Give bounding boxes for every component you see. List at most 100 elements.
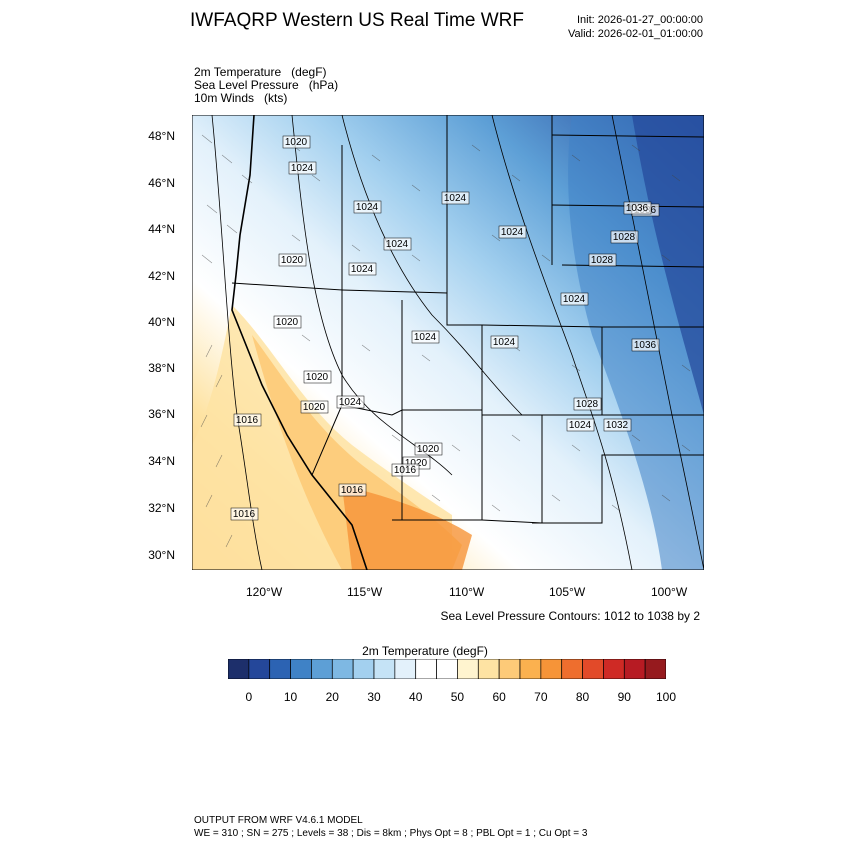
- svg-text:1036: 1036: [634, 340, 657, 351]
- pressure-labels: 1020 1024 1024 1024 1024 1024 1024 1036 1028 1028…: [230, 135, 660, 521]
- svg-text:1020: 1020: [417, 444, 440, 455]
- lat-label: 36°N: [148, 407, 175, 421]
- pressure-label: 1020: [273, 315, 302, 329]
- colorbar-swatch: [311, 659, 333, 679]
- colorbar-label: 80: [575, 690, 590, 704]
- svg-text:1020: 1020: [285, 137, 308, 148]
- lat-label: 48°N: [148, 129, 175, 143]
- model-info: OUTPUT FROM WRF V4.6.1 MODEL: [194, 815, 363, 826]
- colorbar-label: 30: [367, 690, 381, 704]
- svg-text:1024: 1024: [493, 337, 516, 348]
- colorbar-label: 60: [492, 690, 506, 704]
- pressure-label: 1024: [560, 292, 589, 306]
- colorbar-swatch: [457, 659, 479, 679]
- lat-label: 34°N: [148, 454, 175, 468]
- svg-text:1024: 1024: [351, 264, 374, 275]
- svg-text:1024: 1024: [339, 397, 362, 408]
- slp-caption: Sea Level Pressure Contours: 1012 to 103…: [440, 609, 701, 623]
- lat-label: 44°N: [148, 222, 175, 236]
- svg-text:1020: 1020: [405, 458, 428, 469]
- isobars: [211, 115, 704, 570]
- pressure-label: 1024: [336, 395, 365, 409]
- colorbar-swatch: [644, 659, 666, 679]
- init-time: Init: 2026-01-27_00:00:00: [577, 14, 703, 26]
- colorbar-swatch: [394, 659, 417, 679]
- colorbar: [228, 659, 666, 679]
- pressure-label: 1024: [441, 191, 470, 205]
- svg-text:1032: 1032: [606, 420, 629, 431]
- svg-text:1024: 1024: [569, 420, 592, 431]
- colorbar-title: 2m Temperature (degF): [362, 644, 488, 658]
- svg-text:1020: 1020: [281, 255, 304, 266]
- lon-label: 105°W: [549, 585, 586, 599]
- pressure-label: 1016: [233, 413, 262, 427]
- colorbar-swatch: [540, 659, 563, 679]
- svg-text:1028: 1028: [591, 255, 614, 266]
- colorbar-label: 0: [245, 690, 253, 704]
- colorbar-swatch: [269, 659, 291, 679]
- colorbar-swatch: [373, 659, 396, 679]
- map-title: IWFAQRP Western US Real Time WRF: [190, 10, 524, 31]
- svg-text:1024: 1024: [414, 332, 437, 343]
- svg-text:1020: 1020: [276, 317, 299, 328]
- field-label-winds: 10m Winds (kts): [194, 91, 288, 105]
- pressure-label: 1032: [603, 418, 632, 432]
- colorbar-swatch: [331, 659, 354, 679]
- pressure-label: 1024: [348, 262, 377, 276]
- colorbar-swatch: [248, 659, 271, 679]
- temperature-map: 1020 1024 1024 1024 1024 1024 1024 1036 1028 1028…: [192, 115, 704, 570]
- coldest-region: [632, 115, 704, 415]
- pressure-label: 1024: [498, 225, 527, 239]
- pressure-label: 1020: [303, 370, 332, 384]
- wind-barbs: [200, 134, 691, 548]
- svg-text:1028: 1028: [613, 232, 636, 243]
- pressure-label: 1024: [411, 330, 440, 344]
- colorbar-swatch: [519, 659, 542, 679]
- colorbar-swatch: [623, 659, 646, 679]
- lon-label: 110°W: [449, 585, 485, 599]
- lon-label: 120°W: [246, 585, 283, 599]
- colorbar-swatch: [477, 659, 500, 679]
- colorbar-label: 10: [283, 690, 298, 704]
- svg-text:1024: 1024: [501, 227, 524, 238]
- pressure-label: 1020: [282, 135, 311, 149]
- lat-label: 46°N: [148, 176, 175, 190]
- lat-label: 38°N: [148, 361, 175, 375]
- pressure-label: 1024: [383, 237, 412, 251]
- lat-label: 30°N: [148, 548, 175, 562]
- svg-text:1024: 1024: [356, 202, 379, 213]
- pressure-label: 1028: [610, 230, 639, 244]
- pressure-label: 1024: [566, 418, 595, 432]
- pressure-label: 1016: [230, 507, 259, 521]
- pressure-label: 1016: [338, 483, 367, 497]
- pressure-label: 1024: [353, 200, 382, 214]
- colorbar-swatch: [582, 659, 604, 679]
- colorbar-swatch: [603, 659, 625, 679]
- colorbar-swatch: [415, 659, 437, 679]
- pressure-label: 1024: [288, 161, 317, 175]
- lat-label: 32°N: [148, 501, 175, 515]
- svg-text:1016: 1016: [233, 509, 256, 520]
- lat-label: 42°N: [148, 269, 175, 283]
- pressure-label: 1020: [300, 400, 329, 414]
- svg-text:1024: 1024: [291, 163, 314, 174]
- pressure-label: 1028: [573, 397, 602, 411]
- svg-text:1024: 1024: [444, 193, 467, 204]
- colorbar-label: 70: [534, 690, 548, 704]
- svg-text:1016: 1016: [236, 415, 259, 426]
- colorbar-swatch: [290, 659, 312, 679]
- svg-text:1024: 1024: [386, 239, 409, 250]
- field-label-pressure: Sea Level Pressure (hPa): [194, 78, 339, 92]
- svg-text:1036: 1036: [626, 203, 649, 214]
- valid-time: Valid: 2026-02-01_01:00:00: [568, 28, 703, 40]
- colorbar-swatch: [352, 659, 375, 679]
- pressure-label: 1036: [623, 201, 652, 215]
- colorbar-swatch: [498, 659, 521, 679]
- colorbar-swatch: [436, 659, 458, 679]
- pressure-label: 1016: [391, 463, 420, 477]
- svg-text:1016: 1016: [341, 485, 364, 496]
- lon-label: 100°W: [651, 585, 688, 599]
- colorbar-label: 40: [409, 690, 423, 704]
- colorbar-swatch: [561, 659, 583, 679]
- pressure-label: 1028: [588, 253, 617, 267]
